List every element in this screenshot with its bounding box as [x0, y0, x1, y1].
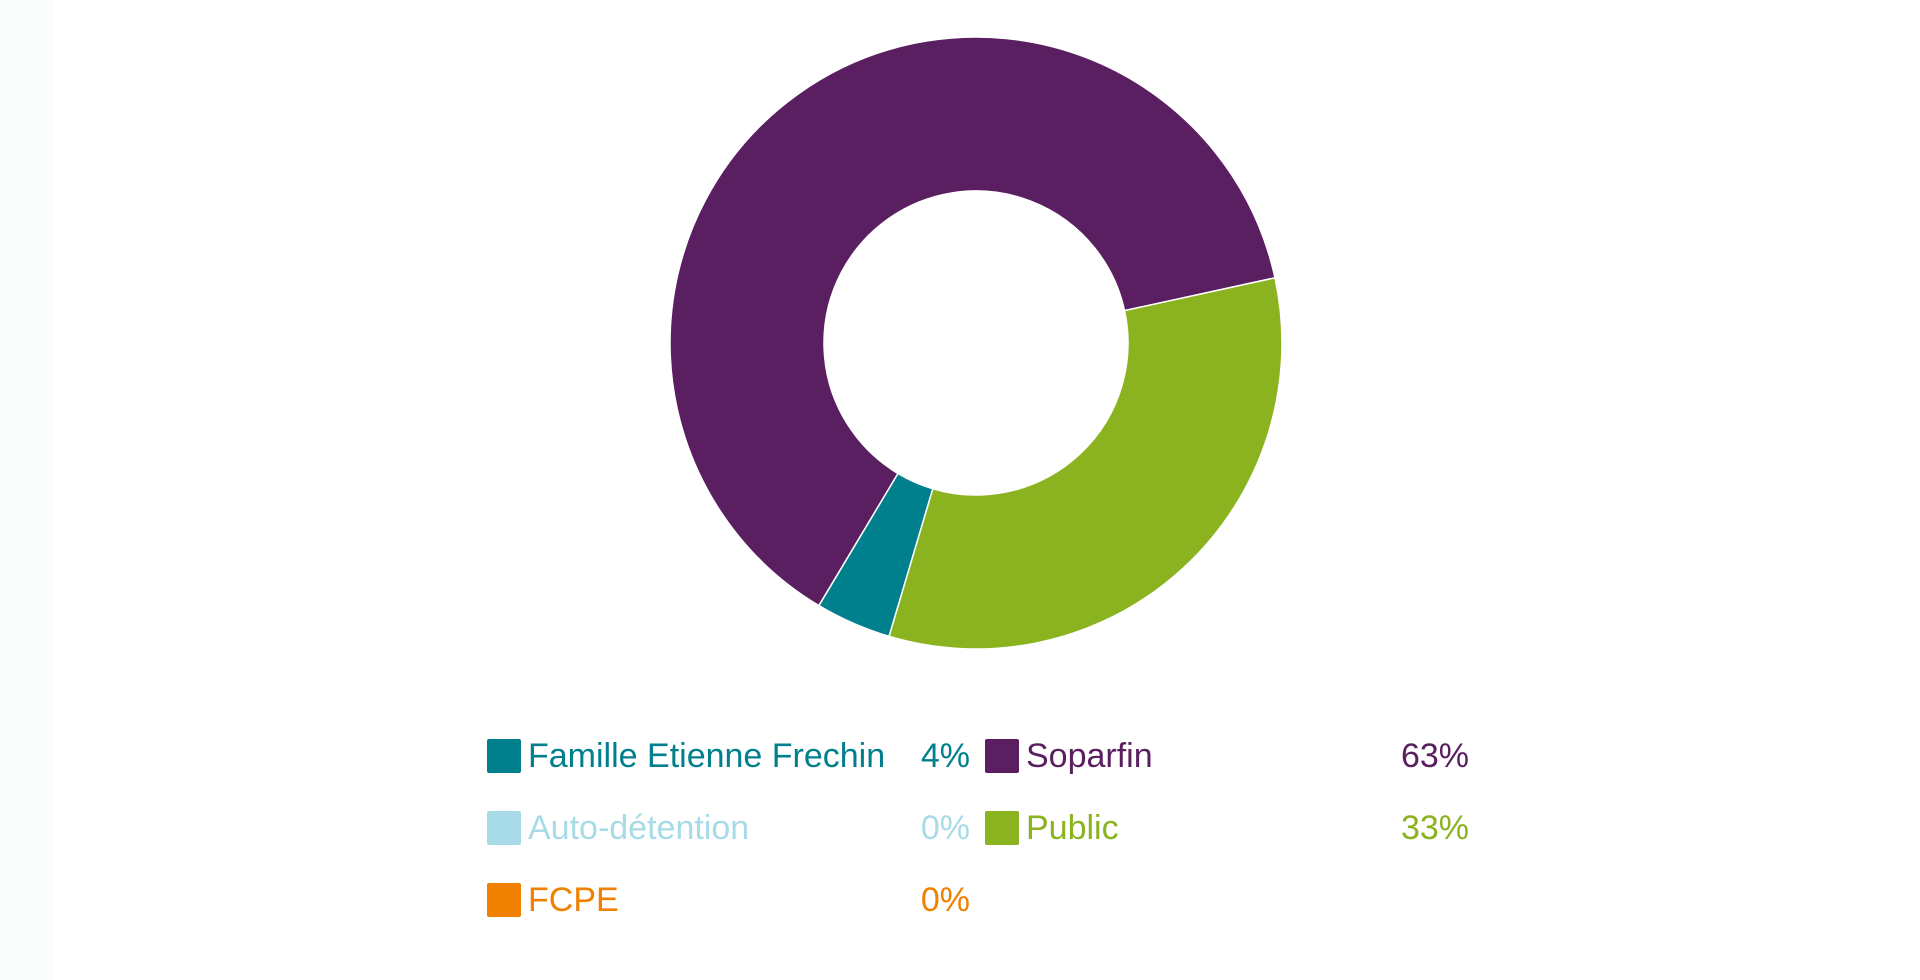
legend-item-public[interactable]: Public — [985, 807, 1119, 849]
legend-item-auto-detention[interactable]: Auto-détention — [487, 807, 749, 849]
legend-swatch-auto-detention — [487, 811, 521, 845]
legend-label-soparfin: Soparfin — [1026, 737, 1153, 775]
legend-swatch-fcpe — [487, 883, 521, 917]
legend-value-public: 33% — [1400, 809, 1469, 847]
legend-label-famille-etienne-frechin: Famille Etienne Frechin — [528, 737, 886, 775]
legend-value-famille-etienne-frechin: 4% — [920, 737, 970, 775]
legend-value-fcpe: 0% — [920, 881, 970, 919]
legend-label-public: Public — [1026, 809, 1119, 847]
legend-label-fcpe: FCPE — [528, 881, 619, 919]
legend-item-soparfin[interactable]: Soparfin — [985, 735, 1153, 777]
legend-item-fcpe[interactable]: FCPE — [487, 879, 619, 921]
chart-legend: Famille Etienne Frechin 4% Auto-détentio… — [487, 735, 1487, 965]
donut-chart — [669, 36, 1283, 650]
legend-item-famille-etienne-frechin[interactable]: Famille Etienne Frechin — [487, 735, 885, 777]
legend-value-auto-detention: 0% — [920, 809, 970, 847]
donut-slices — [669, 36, 1283, 650]
donut-hole — [824, 191, 1128, 495]
legend-value-soparfin: 63% — [1400, 737, 1469, 775]
legend-swatch-soparfin — [985, 739, 1019, 773]
page-left-edge — [0, 0, 54, 980]
legend-swatch-public — [985, 811, 1019, 845]
legend-swatch-famille-etienne-frechin — [487, 739, 521, 773]
legend-label-auto-detention: Auto-détention — [528, 809, 750, 847]
